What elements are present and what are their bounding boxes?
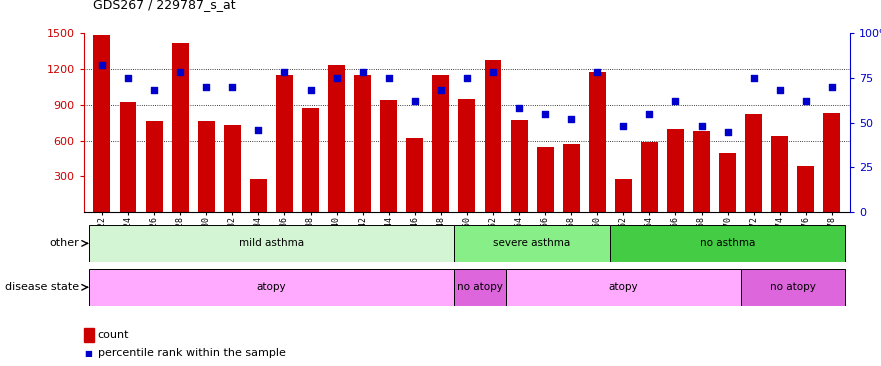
Bar: [120, 102, 137, 212]
Point: [173, 70, 187, 75]
Text: GDS267 / 229787_s_at: GDS267 / 229787_s_at: [93, 0, 235, 11]
Bar: [667, 128, 684, 212]
Bar: [354, 75, 371, 212]
Point: [329, 75, 344, 81]
Bar: [276, 75, 292, 212]
Bar: [89, 269, 454, 306]
Bar: [741, 269, 845, 306]
Point: [303, 87, 317, 93]
Point: [564, 116, 578, 122]
Text: atopy: atopy: [256, 282, 286, 292]
Text: mild asthma: mild asthma: [239, 238, 304, 249]
Bar: [589, 72, 606, 212]
Bar: [771, 136, 788, 212]
Bar: [406, 138, 423, 212]
Text: no atopy: no atopy: [457, 282, 503, 292]
Point: [773, 87, 787, 93]
Bar: [641, 142, 658, 212]
Point: [433, 87, 448, 93]
Bar: [172, 42, 189, 212]
Text: ■: ■: [85, 349, 92, 358]
Point: [226, 84, 240, 90]
Point: [408, 98, 422, 104]
Bar: [454, 225, 611, 262]
Bar: [197, 122, 215, 212]
Text: other: other: [49, 238, 79, 249]
Bar: [93, 36, 110, 212]
Point: [381, 75, 396, 81]
Point: [617, 123, 631, 129]
Text: severe asthma: severe asthma: [493, 238, 571, 249]
Bar: [511, 120, 528, 212]
Point: [825, 84, 839, 90]
Point: [538, 111, 552, 117]
Point: [121, 75, 135, 81]
Bar: [381, 100, 397, 212]
Bar: [745, 114, 762, 212]
Bar: [433, 75, 449, 212]
Bar: [302, 108, 319, 212]
Point: [147, 87, 161, 93]
Bar: [145, 122, 163, 212]
Bar: [563, 144, 580, 212]
Point: [642, 111, 656, 117]
Bar: [224, 125, 241, 212]
Bar: [328, 65, 345, 212]
Point: [486, 70, 500, 75]
Bar: [615, 179, 632, 212]
Point: [799, 98, 813, 104]
Text: atopy: atopy: [609, 282, 638, 292]
Bar: [250, 179, 267, 212]
Point: [251, 127, 265, 133]
Point: [590, 70, 604, 75]
Bar: [485, 60, 501, 212]
Bar: [537, 146, 553, 212]
Bar: [797, 166, 814, 212]
Bar: [611, 225, 845, 262]
Point: [460, 75, 474, 81]
Bar: [693, 131, 710, 212]
Text: no asthma: no asthma: [700, 238, 755, 249]
Point: [747, 75, 761, 81]
Point: [356, 70, 370, 75]
Bar: [506, 269, 741, 306]
Text: no atopy: no atopy: [770, 282, 816, 292]
Bar: [824, 113, 840, 212]
Text: percentile rank within the sample: percentile rank within the sample: [98, 348, 285, 358]
Point: [669, 98, 683, 104]
Point: [721, 129, 735, 135]
Bar: [454, 269, 506, 306]
Bar: [719, 153, 737, 212]
Bar: [89, 225, 454, 262]
Text: count: count: [98, 330, 130, 340]
Text: disease state: disease state: [5, 282, 79, 292]
Point: [694, 123, 708, 129]
Point: [278, 70, 292, 75]
Point: [199, 84, 213, 90]
Bar: [458, 99, 476, 212]
Point: [512, 105, 526, 111]
Point: [95, 62, 109, 68]
